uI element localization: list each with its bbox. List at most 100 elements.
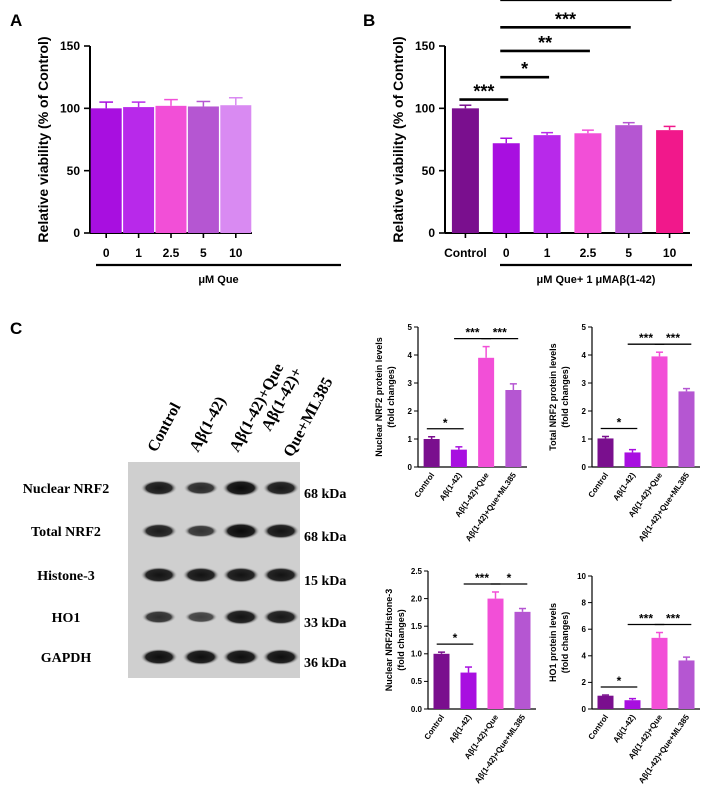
- x-tick-label: 1: [544, 246, 551, 260]
- blot-kda-label: 33 kDa: [304, 616, 346, 631]
- bar-1: [123, 107, 155, 233]
- blot-band: [182, 648, 220, 666]
- x-tick-label: 2.5: [580, 246, 597, 260]
- significance-label: **: [538, 33, 552, 53]
- blot-lane-labels: Control Aβ(1-42)Aβ(1-42)+QueAβ(1-42)+Que+…: [145, 361, 337, 460]
- bar-5: [615, 125, 643, 233]
- x-tick-label: Aβ(1-42): [611, 471, 637, 503]
- y-tick-label: 4: [582, 351, 587, 360]
- blot-band: [140, 648, 178, 666]
- y-axis-label-units: (fold changes): [560, 612, 570, 674]
- x-tick-label: Control: [422, 713, 446, 741]
- bar-Control: [597, 695, 614, 709]
- western-blot-panel: C Control Aβ(1-42)Aβ(1-42)+QueAβ(1-42)+Qu…: [10, 319, 346, 678]
- bar-Aβ(1-42): [460, 672, 477, 709]
- y-tick-label: 2: [582, 407, 587, 416]
- y-tick-label: 50: [422, 164, 436, 178]
- y-tick-label: 4: [408, 351, 413, 360]
- bar-5: [187, 106, 219, 233]
- blot-band: [183, 524, 219, 538]
- blot-row-label: Nuclear NRF2: [23, 482, 109, 497]
- bar-Aβ(1-42)+Que: [478, 357, 495, 467]
- blot-band: [182, 566, 220, 584]
- y-tick-label: 0: [73, 226, 80, 240]
- blot-row-label: GAPDH: [41, 651, 92, 666]
- bar-Control: [451, 108, 479, 233]
- bar-Control: [423, 439, 440, 467]
- significance-label: ***: [555, 9, 576, 29]
- panel-label-b: B: [363, 11, 375, 30]
- blot-bands: [140, 479, 300, 666]
- x-tick-label: Aβ(1-42)+Que+ML385: [473, 713, 528, 786]
- blot-kda-label: 68 kDa: [304, 487, 346, 502]
- y-tick-label: 50: [67, 164, 81, 178]
- y-tick-label: 1: [582, 435, 587, 444]
- x-tick-label: Aβ(1-42)+Que+ML385: [464, 471, 519, 544]
- x-tick-label: Aβ(1-42)+Que+ML385: [637, 471, 692, 544]
- y-tick-label: 5: [582, 323, 587, 332]
- bar-2.5: [155, 105, 187, 233]
- chart-panel-c2: 0 1 2 3 4 5 Total NRF2 protein levels (fold cha…: [548, 323, 700, 543]
- significance-label: ***: [666, 612, 680, 626]
- y-tick-label: 5: [408, 323, 413, 332]
- y-tick-label: 0: [582, 705, 587, 714]
- y-tick-label: 4: [582, 652, 587, 661]
- significance-label: ***: [475, 571, 489, 585]
- y-tick-label: 2: [582, 678, 587, 687]
- bar-Aβ(1-42): [450, 449, 467, 467]
- blot-band: [140, 480, 178, 496]
- blot-kda-label: 68 kDa: [304, 530, 346, 545]
- blot-band: [222, 479, 260, 497]
- significance-label: *: [617, 674, 622, 688]
- x-tick-label: Control: [413, 471, 437, 499]
- blot-band: [222, 608, 260, 626]
- blot-row-label: HO1: [52, 611, 81, 626]
- y-tick-label: 1.0: [411, 650, 423, 659]
- bar-1: [533, 135, 561, 233]
- chart-panel-c3: 0.0 0.5 1.0 1.5 2.0 2.5 Nuclear NRF2/Histone-3…: [384, 567, 536, 785]
- y-tick-label: 100: [60, 102, 80, 116]
- y-axis-label-units: (fold changes): [560, 366, 570, 428]
- x-tick-label: 2.5: [163, 246, 180, 260]
- blot-lane-label: Control: [145, 400, 185, 455]
- x-tick-label: Control: [444, 246, 487, 260]
- x-tick-label: 5: [625, 246, 632, 260]
- blot-band: [222, 648, 260, 666]
- bar-Aβ(1-42)+Que: [651, 356, 668, 467]
- y-axis-label: Relative viability (% of Control): [390, 36, 406, 242]
- y-tick-label: 1.5: [411, 622, 423, 631]
- bar-Control: [433, 653, 450, 709]
- y-tick-label: 0: [582, 463, 587, 472]
- bar-Aβ(1-42): [624, 452, 641, 467]
- bar-Aβ(1-42)+Que+ML385: [505, 390, 522, 467]
- bar-0: [90, 108, 122, 233]
- chart-panel-c1: 0 1 2 3 4 5 Nuclear NRF2 protein levels (fold c…: [374, 323, 527, 543]
- blot-band: [262, 480, 300, 496]
- y-axis-label-units: (fold changes): [386, 366, 396, 428]
- y-axis-label: Nuclear NRF2 protein levels: [374, 337, 384, 457]
- significance-label: ***: [666, 331, 680, 345]
- significance-label: *: [507, 571, 512, 585]
- blot-band: [141, 610, 177, 624]
- blot-kda-label: 15 kDa: [304, 574, 346, 589]
- significance-label: *: [617, 415, 622, 429]
- bar-Aβ(1-42)+Que: [487, 598, 504, 709]
- y-tick-label: 1: [408, 435, 413, 444]
- x-tick-label: Control: [586, 713, 610, 741]
- y-tick-label: 8: [582, 598, 587, 607]
- y-tick-label: 10: [577, 572, 586, 581]
- blot-band: [184, 610, 218, 624]
- blot-band: [183, 480, 219, 496]
- blot-band: [222, 566, 260, 584]
- x-tick-label: 10: [229, 246, 243, 260]
- blot-row-label: Histone-3: [37, 569, 95, 584]
- x-tick-label: Aβ(1-42): [611, 713, 637, 745]
- panel-label-c: C: [10, 319, 22, 338]
- bar-10: [220, 105, 252, 233]
- x-tick-label: 0: [503, 246, 510, 260]
- y-tick-label: 6: [582, 625, 587, 634]
- panel-label-a: A: [10, 11, 22, 30]
